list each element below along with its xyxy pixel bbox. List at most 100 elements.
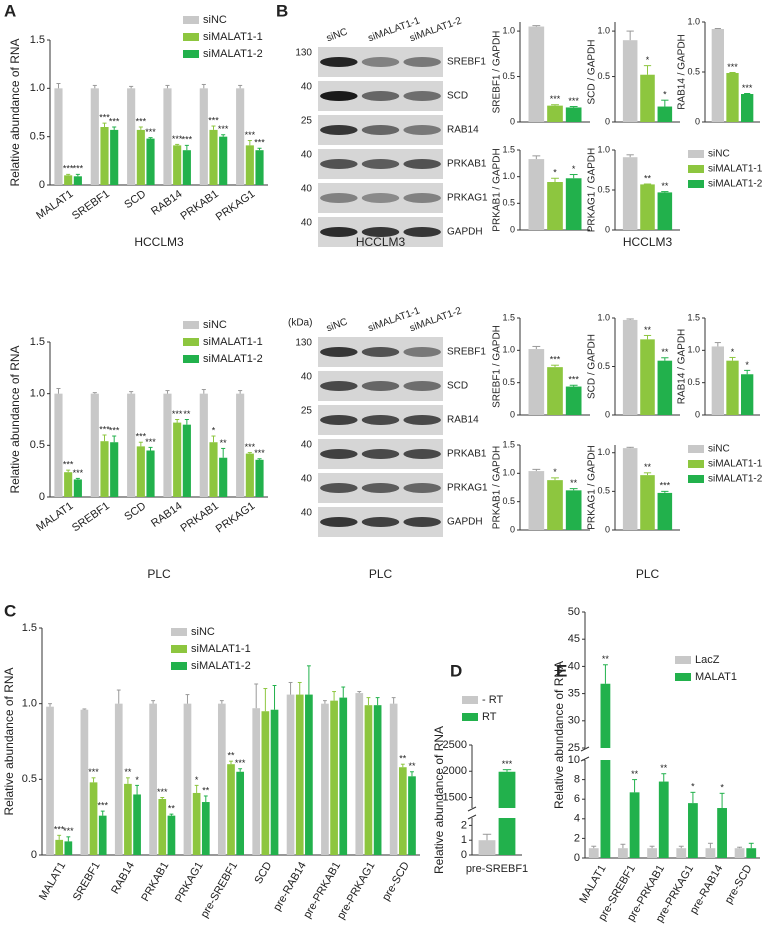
- bar: [528, 349, 545, 415]
- bar: [110, 442, 119, 497]
- bar: [622, 319, 638, 415]
- bar: [339, 697, 348, 855]
- axis-break: [467, 806, 477, 812]
- legend-swatch: [688, 460, 704, 468]
- bar: [167, 815, 176, 855]
- bar: [133, 794, 141, 855]
- y-axis-label: SREBF1 / GAPDH: [492, 31, 503, 114]
- panel-label: B: [276, 1, 288, 20]
- bar: [146, 450, 155, 497]
- significance: ***: [245, 442, 256, 452]
- significance: **: [644, 462, 652, 472]
- bar: [330, 700, 338, 855]
- bar: [640, 74, 655, 122]
- bar: [90, 88, 99, 185]
- significance: ***: [97, 800, 108, 810]
- y-tick-label: 1.0: [30, 388, 45, 400]
- blot-band: [403, 193, 441, 203]
- y-tick-label: 0: [605, 409, 610, 419]
- bar: [676, 848, 687, 858]
- x-tick-label: PRKAG1: [173, 860, 206, 905]
- significance: ***: [73, 164, 84, 174]
- significance: *: [553, 467, 557, 477]
- x-tick-label: SREBF1: [70, 188, 112, 222]
- bar: [173, 422, 182, 497]
- significance: **: [631, 769, 639, 779]
- significance: ***: [208, 115, 219, 125]
- significance: *: [646, 55, 650, 65]
- legend-label: siMALAT1-2: [191, 660, 251, 672]
- bar: [547, 182, 563, 230]
- kda-label: 40: [301, 474, 313, 485]
- bar: [55, 839, 64, 855]
- y-axis-label: Relative abundance of RNA: [432, 726, 446, 874]
- kda-label: 40: [301, 440, 313, 451]
- y-tick-label: 0: [574, 852, 580, 864]
- x-tick-label: PRKAB1: [178, 188, 220, 223]
- y-tick-label: 1.0: [597, 25, 610, 35]
- y-tick-label: 6: [574, 793, 580, 805]
- kda-label: 40: [301, 372, 313, 383]
- bar: [622, 40, 638, 122]
- x-tick-label: pre-SREBF1: [199, 860, 241, 920]
- bar: [528, 159, 545, 230]
- blot-band: [403, 227, 441, 237]
- x-tick-label: pre-SREBF1: [466, 863, 528, 875]
- legend-label: siMALAT1-1: [203, 336, 263, 348]
- y-tick-label: 0.5: [502, 198, 515, 208]
- y-tick-label: 1500: [443, 791, 467, 803]
- panel-label: D: [450, 661, 462, 680]
- bar: [355, 693, 364, 855]
- legend-swatch: [183, 321, 199, 329]
- legend-swatch: [183, 33, 199, 41]
- y-axis-label: SREBF1 / GAPDH: [492, 325, 503, 408]
- bar: [64, 175, 73, 185]
- bar: [217, 703, 226, 855]
- x-tick-label: MALAT1: [37, 860, 68, 902]
- significance: ***: [63, 460, 74, 470]
- blot-band: [320, 449, 358, 459]
- significance: **: [183, 409, 191, 419]
- significance: ***: [254, 448, 265, 458]
- bar: [588, 848, 599, 858]
- bar: [73, 176, 82, 185]
- bar: [227, 764, 235, 855]
- y-tick-label: 0.5: [502, 377, 515, 387]
- bar: [219, 457, 228, 497]
- bar: [270, 709, 279, 855]
- legend-label: siNC: [708, 444, 730, 455]
- legend-label: siMALAT1-2: [203, 353, 263, 365]
- significance: ***: [99, 424, 110, 434]
- significance: *: [212, 425, 216, 435]
- significance: *: [553, 168, 557, 178]
- y-axis-label: SCD / GAPDH: [587, 39, 598, 104]
- bar: [261, 711, 270, 855]
- bar: [149, 703, 157, 855]
- x-axis-label: PLC: [147, 567, 171, 581]
- blot-band: [403, 483, 441, 493]
- y-tick-label: 0: [461, 849, 467, 861]
- y-tick-label: 0.5: [597, 71, 610, 81]
- y-tick-label: 1.5: [502, 312, 515, 322]
- blot-band: [320, 159, 358, 169]
- bar: [657, 192, 673, 230]
- x-tick-label: SCD: [122, 500, 148, 523]
- significance: *: [720, 783, 724, 793]
- significance: **: [661, 347, 669, 357]
- significance: ***: [99, 113, 110, 123]
- y-tick-label: 0: [695, 116, 700, 126]
- legend-swatch: [183, 338, 199, 346]
- y-tick-label: 0: [510, 409, 515, 419]
- legend-swatch: [462, 696, 478, 704]
- bar: [528, 471, 545, 530]
- bar: [640, 184, 655, 230]
- blot-band: [361, 193, 400, 203]
- significance: ***: [63, 826, 74, 836]
- blot-band: [403, 449, 441, 459]
- significance: **: [644, 173, 652, 183]
- blot-band: [361, 483, 400, 493]
- blot-band: [403, 159, 441, 169]
- bar: [565, 107, 582, 122]
- blot-band: [361, 91, 400, 101]
